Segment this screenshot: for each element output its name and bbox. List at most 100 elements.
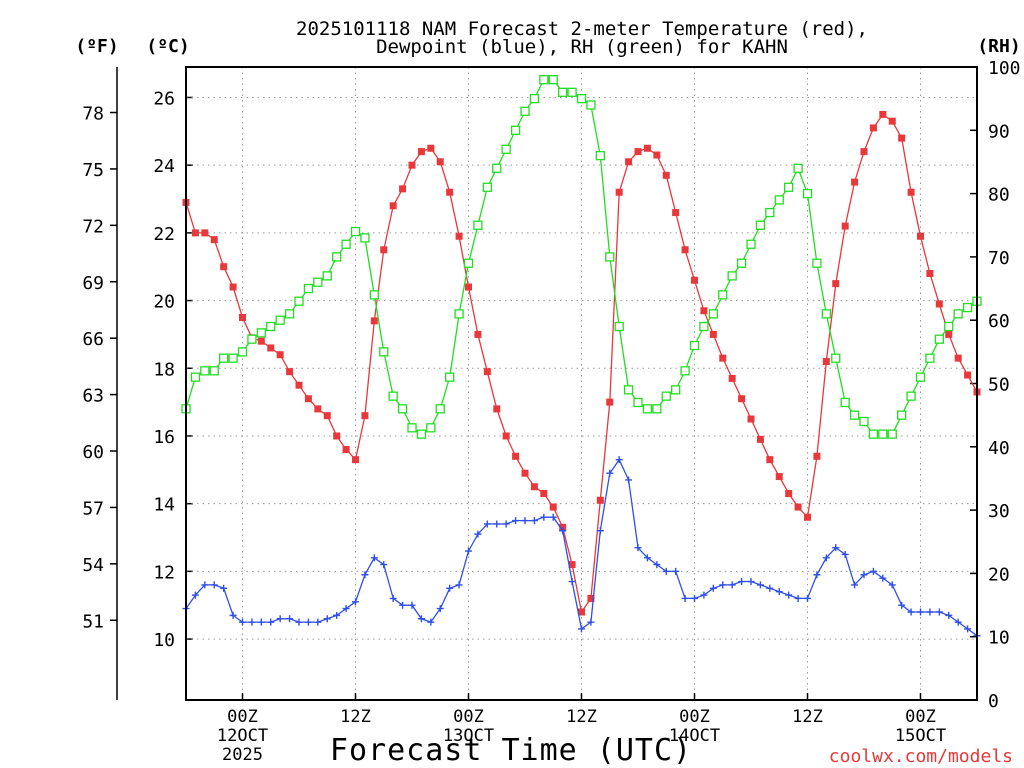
data-point (578, 608, 585, 616)
data-point (257, 618, 265, 626)
data-point (229, 611, 237, 619)
data-point (878, 429, 888, 439)
data-point (964, 625, 972, 633)
data-point (708, 309, 718, 319)
x-axis-label: Forecast Time (UTC) (330, 733, 692, 768)
data-point (841, 222, 849, 230)
data-point (634, 544, 642, 552)
data-point (802, 188, 813, 199)
fahrenheit-tick-label: 78 (82, 104, 104, 125)
data-point (455, 232, 463, 240)
data-point (427, 618, 435, 626)
data-point (220, 584, 228, 592)
data-point (389, 202, 397, 210)
data-point (812, 258, 822, 268)
data-point (417, 148, 425, 156)
data-point (775, 588, 783, 596)
data-point (388, 391, 398, 401)
data-point (521, 469, 529, 477)
data-point (275, 315, 285, 325)
data-point (510, 125, 521, 135)
data-point (709, 330, 717, 338)
data-point (248, 618, 256, 626)
data-point (435, 404, 445, 414)
rh-axis: 0 10 20 30 40 50 60 70 80 90 100 (970, 58, 1021, 712)
data-point (502, 520, 510, 528)
data-point (653, 561, 661, 569)
data-point (578, 625, 585, 633)
celsius-axis-label: (ºC) (146, 36, 189, 57)
celsius-tick-label: 24 (153, 156, 175, 177)
data-point (209, 366, 219, 376)
data-point (342, 605, 350, 613)
data-point (869, 124, 877, 132)
data-point (322, 271, 332, 281)
data-point (680, 366, 690, 376)
data-point (493, 520, 501, 528)
data-point (879, 574, 887, 582)
data-point (473, 220, 483, 230)
rh-tick-label: 50 (988, 375, 1010, 396)
data-point (925, 353, 935, 363)
data-point (822, 357, 830, 365)
data-point (944, 321, 954, 332)
data-point (859, 416, 869, 427)
data-point (201, 229, 209, 237)
celsius-tick-label: 16 (153, 427, 175, 448)
data-point (229, 283, 237, 291)
data-point (926, 608, 934, 616)
rh-tick-label: 30 (988, 501, 1010, 522)
data-point (661, 391, 671, 401)
data-point (662, 171, 670, 179)
data-point (314, 405, 322, 413)
data-point (804, 513, 811, 521)
data-point (728, 581, 736, 589)
data-point (474, 530, 482, 538)
data-point (502, 432, 510, 440)
data-point (408, 601, 416, 609)
data-point (568, 578, 576, 586)
data-point (822, 554, 830, 562)
data-point (813, 452, 821, 460)
x-tick-label-date: 15OCT (895, 726, 946, 746)
data-point (615, 188, 623, 196)
data-point (747, 578, 755, 586)
data-point (304, 618, 312, 626)
data-point (191, 229, 199, 237)
data-point (700, 307, 708, 315)
data-point (397, 404, 408, 414)
data-point (606, 398, 614, 406)
data-point (548, 75, 558, 85)
data-point (304, 395, 312, 403)
data-point (407, 423, 417, 433)
data-point (934, 334, 944, 344)
x-tick-label-time: 12Z (566, 707, 597, 727)
data-point (964, 371, 972, 379)
data-point (953, 309, 963, 319)
data-point (549, 503, 557, 511)
data-point (643, 144, 651, 152)
fahrenheit-tick-label: 63 (82, 386, 104, 407)
data-point (785, 490, 793, 498)
data-point (832, 544, 840, 552)
data-point (935, 300, 943, 308)
data-point (436, 605, 444, 613)
fahrenheit-tick-label: 57 (82, 498, 104, 519)
data-point (220, 263, 228, 271)
data-point (793, 163, 803, 173)
rh-tick-label: 60 (988, 311, 1010, 332)
data-point (370, 554, 378, 562)
celsius-tick-label: 20 (153, 292, 175, 313)
data-point (333, 611, 341, 619)
data-point (652, 404, 662, 414)
data-point (606, 469, 614, 477)
watermark: coolwx.com/models (829, 746, 1013, 767)
data-point (794, 503, 802, 511)
data-point (408, 161, 416, 169)
data-point (926, 269, 934, 277)
series-square-open (181, 75, 982, 439)
data-point (691, 594, 698, 602)
data-point (623, 385, 634, 395)
series-square-filled (182, 110, 981, 616)
